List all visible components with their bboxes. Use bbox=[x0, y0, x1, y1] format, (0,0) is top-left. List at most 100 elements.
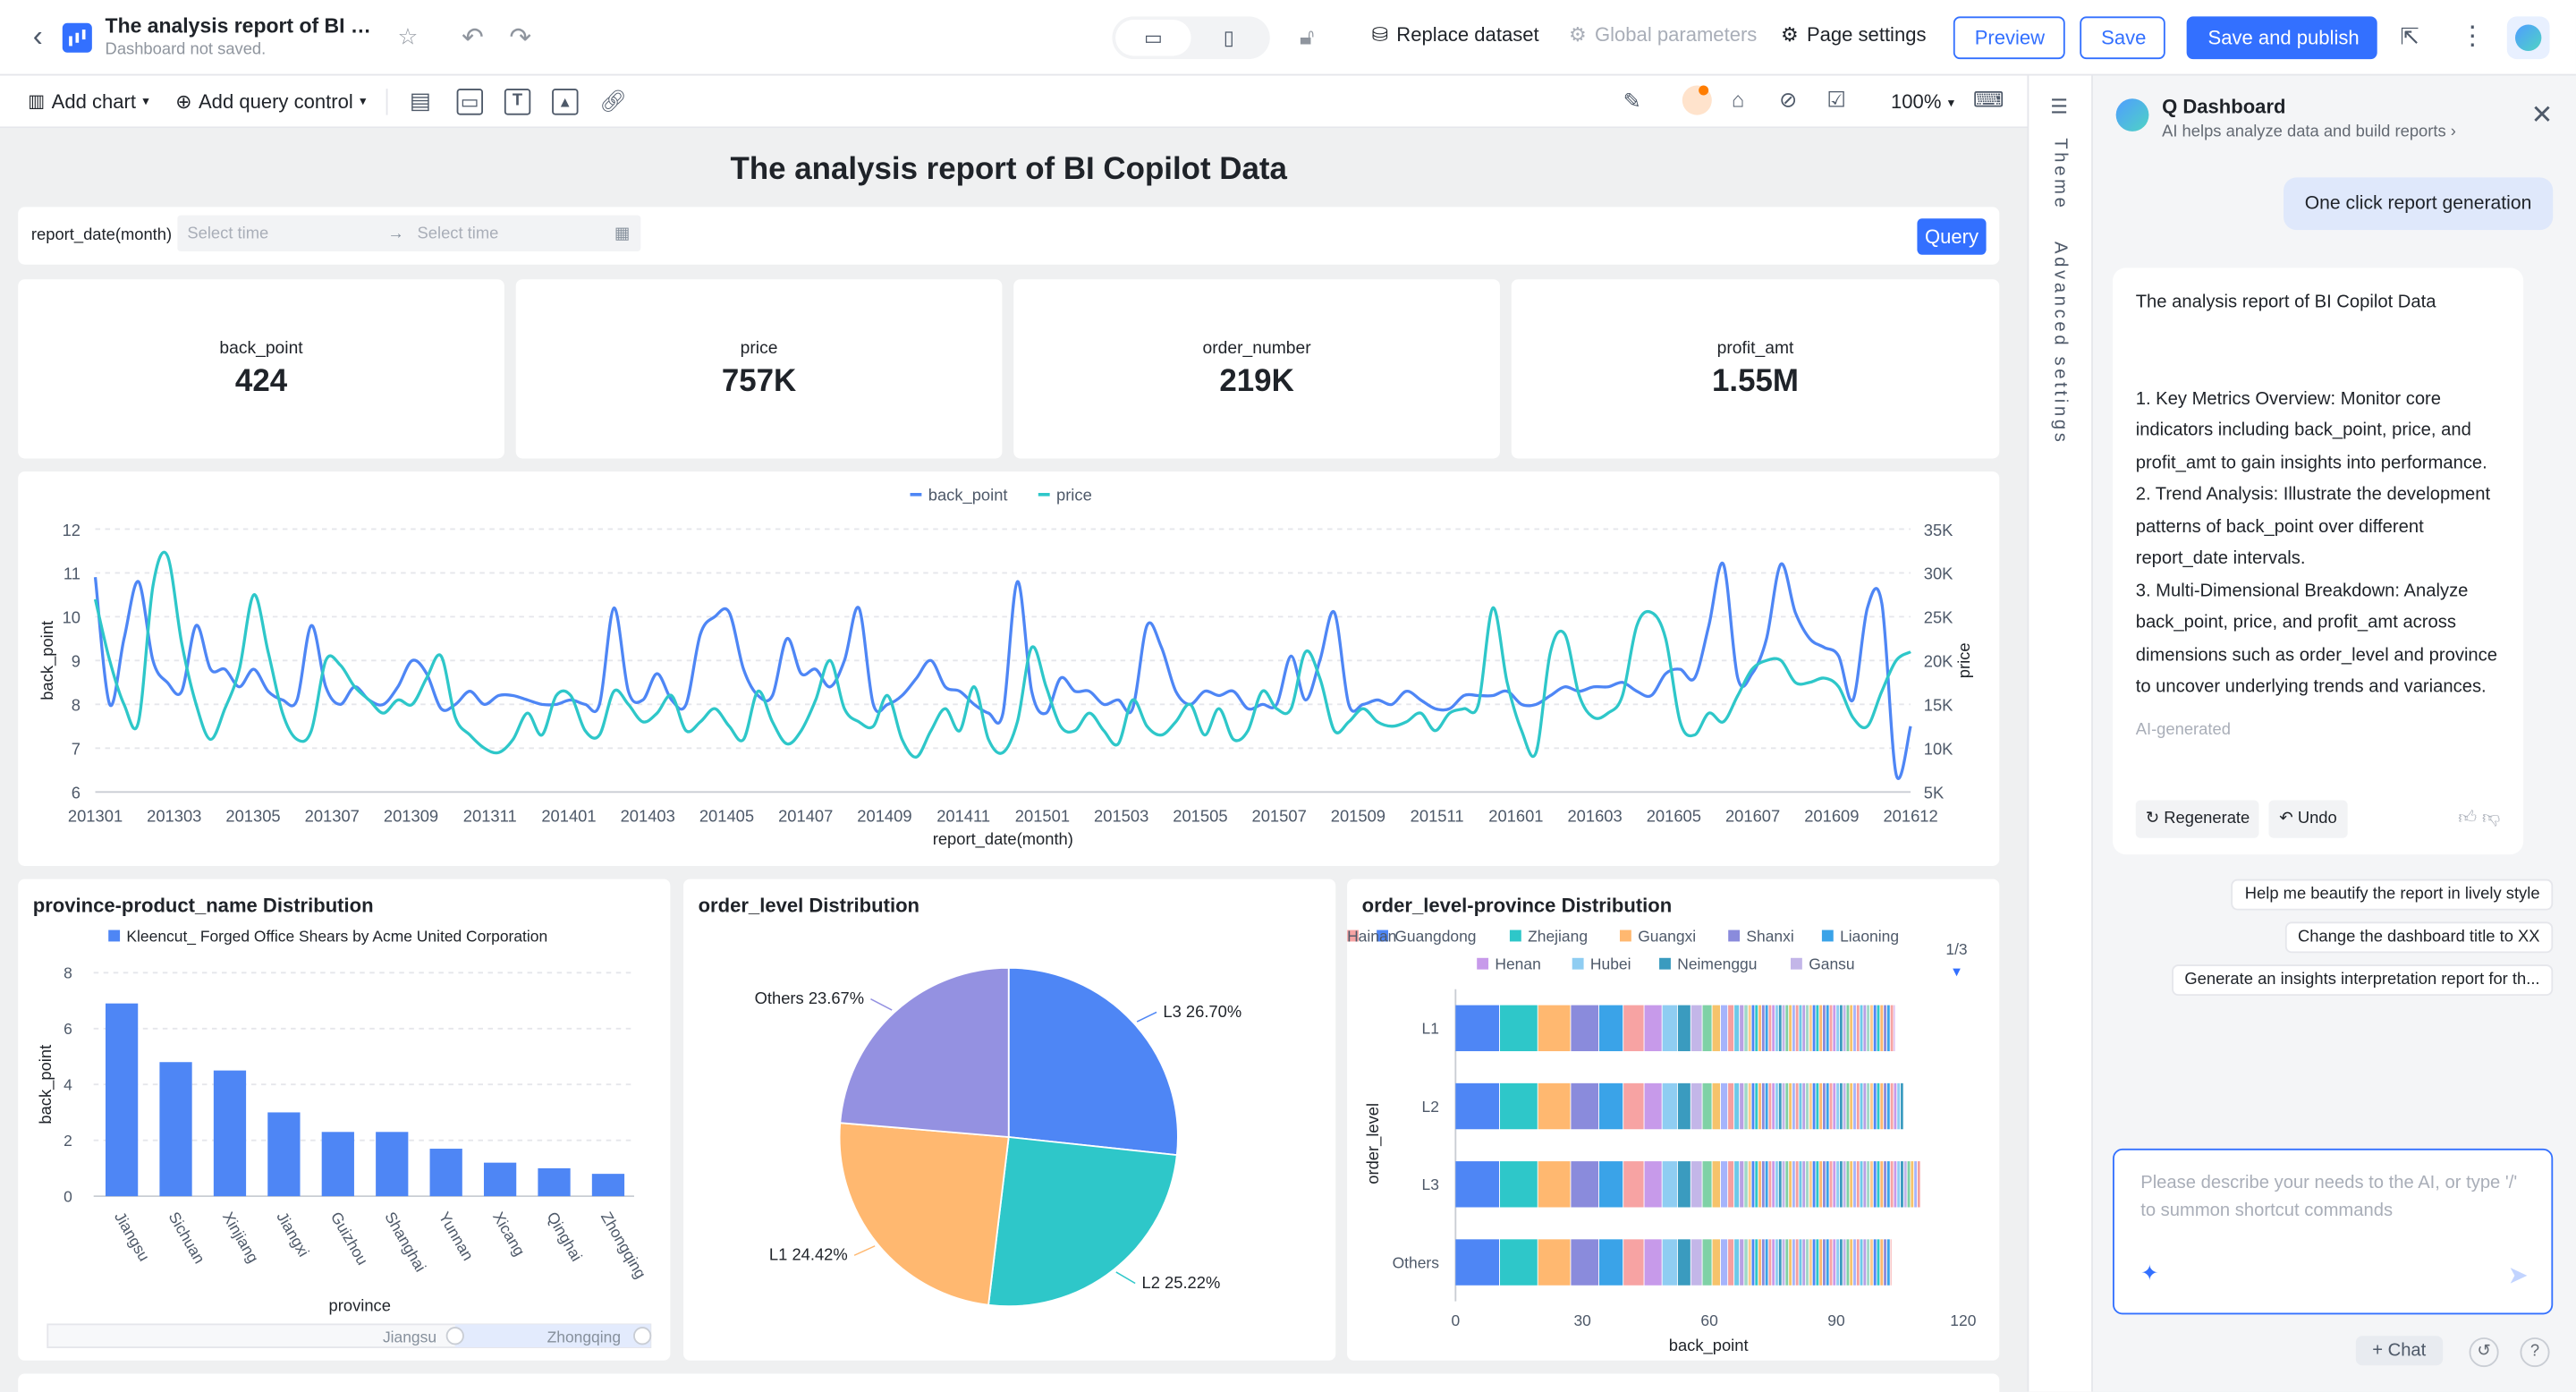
kpi-card-price[interactable]: price 757K bbox=[515, 279, 1003, 459]
tab-theme[interactable]: Theme bbox=[2050, 138, 2071, 211]
report-icon[interactable] bbox=[1682, 85, 1712, 115]
link-icon[interactable]: 🔗︎ bbox=[599, 88, 627, 113]
slider-handle-right bbox=[633, 1327, 652, 1345]
external-link-icon[interactable]: ⇱ bbox=[2400, 22, 2419, 50]
stack-segment bbox=[1839, 1239, 1843, 1286]
undo-icon[interactable]: ↶ bbox=[462, 24, 484, 53]
stack-segment bbox=[1802, 1005, 1806, 1052]
regenerate-button[interactable]: ↻ Regenerate bbox=[2135, 799, 2260, 838]
stack-segment bbox=[1623, 1082, 1644, 1130]
stack-segment bbox=[1623, 1005, 1644, 1052]
stack-segment bbox=[1720, 1161, 1728, 1208]
stack-segment bbox=[1795, 1082, 1799, 1130]
save-status: Dashboard not saved. bbox=[105, 40, 267, 60]
ai-name: Q Dashboard bbox=[2162, 95, 2286, 119]
stack-segment bbox=[1812, 1005, 1816, 1052]
stack-segment bbox=[1843, 1005, 1846, 1052]
x-tick-label: 201607 bbox=[1725, 806, 1780, 825]
ai-subtitle[interactable]: AI helps analyze data and build reports … bbox=[2162, 123, 2456, 141]
y-tick-label: L1 bbox=[1422, 1020, 1439, 1038]
legend-swatch bbox=[1572, 957, 1584, 970]
checklist-icon[interactable]: ☑ bbox=[1826, 87, 1846, 112]
kpi-card-profit-amt[interactable]: profit_amt 1.55M bbox=[1511, 279, 2000, 459]
stack-segment bbox=[1755, 1082, 1758, 1130]
query-button[interactable]: Query bbox=[1917, 218, 1987, 255]
text-icon[interactable]: T bbox=[504, 88, 531, 115]
add-chart-button[interactable]: ▥ Add chart ▾ bbox=[28, 89, 149, 113]
undo-button[interactable]: ↶ Undo bbox=[2269, 799, 2347, 838]
history-icon[interactable]: ↺ bbox=[2469, 1337, 2499, 1368]
keyboard-icon[interactable]: ⌨ bbox=[1972, 87, 2004, 112]
ai-subtitle-text: AI helps analyze data and build reports bbox=[2162, 123, 2446, 141]
stack-segment bbox=[1836, 1082, 1839, 1130]
stack-segment bbox=[1734, 1005, 1740, 1052]
star-icon[interactable]: ☆ bbox=[397, 22, 419, 50]
save-button[interactable]: Save bbox=[2080, 16, 2165, 60]
magic-wand-icon[interactable]: ✦ bbox=[2140, 1260, 2159, 1286]
stack-segment bbox=[1751, 1082, 1755, 1130]
stack-segment bbox=[1829, 1005, 1833, 1052]
thumbs-up-icon[interactable]: 👍︎ bbox=[2458, 807, 2478, 828]
replace-dataset-button[interactable]: ⛁ Replace dataset bbox=[1372, 23, 1539, 47]
desktop-view-icon[interactable]: ▭ bbox=[1115, 20, 1191, 56]
kpi-card-back-point[interactable]: back_point 424 bbox=[18, 279, 504, 459]
document-title[interactable]: The analysis report of BI Copil... bbox=[105, 14, 385, 38]
filter-label: report_date(month) bbox=[30, 226, 173, 245]
preview-button[interactable]: Preview bbox=[1953, 16, 2065, 60]
y2-tick-label: 30K bbox=[1924, 564, 1953, 583]
legend-page-indicator: 1/3 bbox=[1945, 940, 1967, 958]
global-parameters-button[interactable]: ⚙︎ Global parameters bbox=[1569, 23, 1757, 47]
report-title[interactable]: The analysis report of BI Copilot Data bbox=[730, 152, 1287, 188]
stack-segment bbox=[1839, 1161, 1843, 1208]
stacked-bar-card[interactable]: order_level-province Distribution Guangd… bbox=[1347, 878, 2000, 1361]
stack-segment bbox=[1702, 1005, 1712, 1052]
suggestion-chip[interactable]: Change the dashboard title to XX bbox=[2284, 921, 2554, 954]
close-icon[interactable]: ✕ bbox=[2530, 101, 2554, 131]
ai-assistant-button[interactable] bbox=[2506, 16, 2550, 60]
y-tick-label: Others bbox=[1393, 1253, 1440, 1271]
mobile-view-icon[interactable]: ▯ bbox=[1223, 26, 1234, 50]
stack-segment bbox=[1826, 1005, 1829, 1052]
filter-icon[interactable]: ⊘ bbox=[1779, 87, 1798, 112]
legend-label: Zhejiang bbox=[1528, 927, 1588, 945]
thumbs-down-icon[interactable]: 👎︎ bbox=[2481, 807, 2501, 828]
legend-swatch bbox=[1377, 929, 1389, 942]
zoom-select[interactable]: 100% ▾ bbox=[1891, 90, 1954, 114]
legend-swatch bbox=[1659, 957, 1671, 970]
tab-advanced-settings[interactable]: Advanced settings bbox=[2050, 241, 2071, 446]
help-icon[interactable]: ? bbox=[2520, 1337, 2550, 1368]
page-settings-button[interactable]: ⚙ Page settings bbox=[1781, 23, 1927, 47]
kpi-card-order-number[interactable]: order_number 219K bbox=[1013, 279, 1500, 459]
ai-prompt-input[interactable] bbox=[2140, 1169, 2529, 1236]
series-line-back-point bbox=[93, 561, 1912, 780]
back-arrow-icon[interactable]: ‹ bbox=[32, 20, 43, 53]
stack-segment bbox=[1884, 1161, 1886, 1208]
redo-icon[interactable]: ↷ bbox=[509, 24, 532, 53]
date-range-input[interactable]: Select time → Select time ▦ bbox=[177, 215, 641, 252]
x-tick-label: 201311 bbox=[463, 806, 517, 825]
collapse-icon[interactable]: ☰ bbox=[2050, 95, 2068, 119]
tab-component-icon[interactable]: ▭ bbox=[456, 88, 483, 115]
send-icon[interactable]: ➤ bbox=[2507, 1261, 2529, 1290]
save-publish-button[interactable]: Save and publish bbox=[2186, 16, 2377, 60]
stack-segment bbox=[1880, 1082, 1884, 1130]
stack-segment bbox=[1728, 1082, 1734, 1130]
new-chat-button[interactable]: + Chat bbox=[2355, 1336, 2443, 1366]
suggestion-chip[interactable]: Help me beautify the report in lively st… bbox=[2232, 878, 2554, 911]
lock-icon[interactable]: 🔓︎ bbox=[1299, 22, 1315, 50]
layout-icon[interactable]: ▤ bbox=[409, 87, 432, 114]
ai-logo-icon bbox=[2115, 98, 2149, 132]
brush-icon[interactable]: ✎ bbox=[1623, 89, 1641, 114]
image-icon[interactable]: ▲ bbox=[552, 88, 579, 115]
stack-segment bbox=[1538, 1161, 1571, 1208]
component-library-icon[interactable]: ⌂ bbox=[1731, 87, 1745, 112]
suggestion-chip[interactable]: Generate an insights interpretation repo… bbox=[2171, 964, 2554, 997]
stack-segment bbox=[1748, 1005, 1751, 1052]
add-query-control-button[interactable]: ⊕ Add query control ▾ bbox=[175, 89, 366, 113]
x-tick-label: 201507 bbox=[1252, 806, 1307, 825]
bar-chart-card[interactable]: province-product_name Distribution Kleen… bbox=[18, 878, 671, 1361]
line-chart-card[interactable]: 6 7 8 9 10 11 12 5K 10K 15K 20K 25K 30K 35K 201301 2013… bbox=[18, 471, 2000, 866]
more-icon[interactable]: ⋮ bbox=[2459, 22, 2486, 51]
pie-chart-card[interactable]: order_level Distribution L3 26.70% L2 25.… bbox=[683, 878, 1336, 1361]
stack-segment bbox=[1809, 1239, 1812, 1286]
